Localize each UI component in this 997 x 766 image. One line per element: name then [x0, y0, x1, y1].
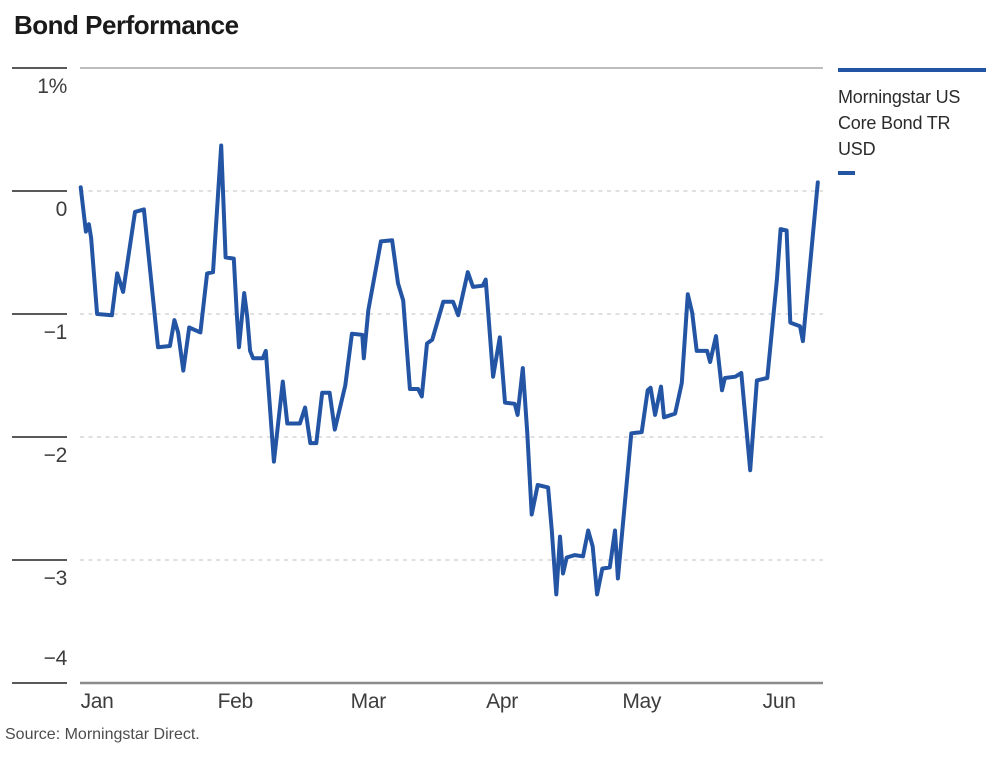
y-axis-label: −4: [43, 647, 68, 670]
legend-line-1: Morningstar US: [838, 87, 961, 107]
chart-title: Bond Performance: [14, 10, 239, 40]
legend-series-name: Morningstar US Core Bond TR USD: [838, 84, 986, 162]
legend-line-2: Core Bond TR USD: [838, 113, 951, 159]
legend: Morningstar US Core Bond TR USD: [838, 68, 986, 175]
y-axis-label: 0: [55, 198, 68, 221]
x-axis-label: Jun: [762, 690, 796, 713]
y-axis-label: −2: [43, 444, 68, 467]
x-axis-label: Mar: [350, 690, 387, 713]
y-axis-label: −1: [43, 321, 68, 344]
y-axis-label: −3: [43, 567, 68, 590]
x-axis-label: Feb: [217, 690, 254, 713]
x-axis-label: Apr: [486, 690, 518, 713]
x-axis-label: May: [622, 690, 662, 713]
x-axis-label: Jan: [80, 690, 114, 713]
source-note: Source: Morningstar Direct.: [5, 726, 200, 743]
legend-rule: [838, 68, 986, 72]
y-axis-label: 1%: [37, 75, 67, 98]
series-line: [78, 143, 820, 597]
legend-swatch-icon: [838, 171, 855, 175]
